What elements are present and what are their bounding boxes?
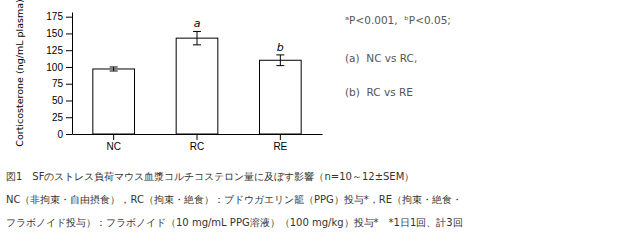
caption: フラボノイド投与）：フラボノイド（10 mg/mL PPG溶液）（100 mg/… <box>6 217 463 228</box>
y-tick: 175 <box>46 11 72 22</box>
sig-labels: ab <box>194 17 284 53</box>
x-tick-mark <box>197 134 198 140</box>
y-tick-mark <box>66 100 72 101</box>
y-tick: 75 <box>52 78 72 89</box>
error-bar <box>193 31 201 44</box>
y-tick-mark <box>66 33 72 34</box>
x-tick-mark <box>280 134 281 140</box>
plot: 0255075100125150175NCRCREab <box>46 11 322 152</box>
error-bar <box>110 67 118 71</box>
y-axis: 0 25 50 75 100 125 150 175 <box>46 11 72 139</box>
y-tick-mark <box>66 117 72 118</box>
y-tick-label: 125 <box>46 45 63 56</box>
bar <box>176 38 218 134</box>
chart-svg: 0255075100125150175NCRCREabCorticosteron… <box>0 0 620 250</box>
y-tick-mark <box>66 67 72 68</box>
annotation: ᵃP<0.001, ᵇP<0.05; <box>345 14 451 26</box>
x-axis: NC RC RE <box>73 134 323 152</box>
x-tick-label: NC <box>106 141 120 152</box>
y-tick: 50 <box>52 95 72 106</box>
marks <box>93 31 301 134</box>
x-tick-label: RC <box>190 141 204 152</box>
caption: 図1 SFのストレス負荷マウス血漿コルチコステロン量に及ぼす影響（n=10～12… <box>6 171 414 182</box>
y-tick: 150 <box>46 28 72 39</box>
x-tick: RC <box>190 134 204 152</box>
y-tick-label: 175 <box>46 11 63 22</box>
bar <box>93 69 135 134</box>
y-tick-mark <box>66 84 72 85</box>
error-bar <box>276 55 284 66</box>
caption: NC（非拘束・自由摂食），RC（拘束・絶食）：ブドウガエリン籠（PPG）投与*，… <box>6 194 462 205</box>
y-axis-title: Corticosterone (ng/mL plasma) <box>14 0 25 147</box>
x-tick: RE <box>273 134 287 152</box>
y-tick-mark <box>66 134 72 135</box>
y-tick-mark <box>66 17 72 18</box>
y-tick: 0 <box>57 129 72 140</box>
x-tick: NC <box>106 134 120 152</box>
y-tick: 25 <box>52 112 72 123</box>
y-tick-label: 25 <box>52 112 64 123</box>
y-tick-label: 100 <box>46 62 63 73</box>
y-tick: 100 <box>46 62 72 73</box>
annotation: (a) NC vs RC, <box>345 52 417 64</box>
y-tick-label: 0 <box>57 129 63 140</box>
y-tick-mark <box>66 50 72 51</box>
bar <box>260 60 302 134</box>
y-tick-label: 50 <box>52 95 64 106</box>
sig-label: b <box>277 41 284 54</box>
annotation: (b) RC vs RE <box>345 86 413 98</box>
x-tick-mark <box>113 134 114 140</box>
y-tick-label: 150 <box>46 28 63 39</box>
y-tick-label: 75 <box>52 78 64 89</box>
y-tick: 125 <box>46 45 72 56</box>
sig-label: a <box>194 17 201 30</box>
y-axis-line <box>72 13 73 135</box>
x-tick-label: RE <box>273 141 287 152</box>
